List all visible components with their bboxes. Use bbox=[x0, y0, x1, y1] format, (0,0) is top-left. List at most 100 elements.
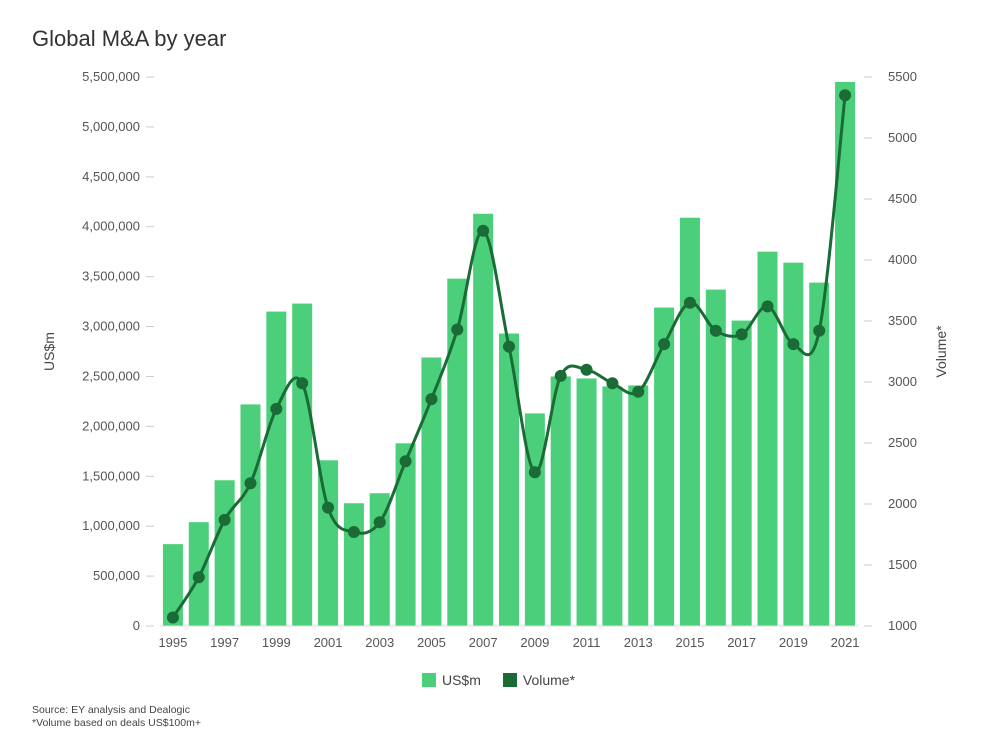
x-tick-label: 2015 bbox=[676, 635, 705, 650]
volume-point-2012 bbox=[606, 377, 619, 390]
volume-point-2017 bbox=[735, 328, 748, 341]
volume-point-2013 bbox=[632, 385, 645, 398]
y-left-tick-label: 5,500,000 bbox=[82, 69, 140, 84]
volume-point-2006 bbox=[451, 323, 464, 336]
bar-2004 bbox=[395, 443, 416, 626]
y-left-tick-label: 4,000,000 bbox=[82, 219, 140, 234]
bar-2003 bbox=[369, 493, 390, 626]
volume-point-2002 bbox=[347, 526, 360, 539]
x-tick-label: 2007 bbox=[469, 635, 498, 650]
y-left-tick-label: 4,500,000 bbox=[82, 169, 140, 184]
bar-2011 bbox=[576, 378, 597, 626]
volume-point-2020 bbox=[813, 324, 826, 337]
y-left-tick-label: 3,000,000 bbox=[82, 319, 140, 334]
bar-2009 bbox=[524, 413, 545, 626]
bar-2017 bbox=[731, 320, 752, 626]
x-tick-label: 2011 bbox=[573, 635, 601, 650]
x-tick-label: 1999 bbox=[262, 635, 291, 650]
bar-1998 bbox=[240, 404, 261, 626]
legend-swatch-usm bbox=[421, 673, 436, 687]
bar-2002 bbox=[343, 503, 364, 626]
y-right-tick-label: 1000 bbox=[888, 618, 917, 633]
bar-2001 bbox=[318, 460, 339, 626]
x-tick-label: 2019 bbox=[779, 635, 808, 650]
y-right-tick-label: 4500 bbox=[888, 191, 917, 206]
x-tick-label: 1995 bbox=[158, 635, 187, 650]
y-right-tick-label: 1500 bbox=[888, 557, 917, 572]
volume-point-2009 bbox=[528, 466, 541, 479]
y-right-tick-label: 5000 bbox=[888, 130, 917, 145]
bar-2000 bbox=[292, 303, 313, 626]
volume-point-2010 bbox=[554, 369, 567, 382]
y-right-tick-label: 4000 bbox=[888, 252, 917, 267]
legend-swatch-volume bbox=[502, 673, 517, 687]
bar-1997 bbox=[214, 480, 235, 626]
volume-point-2018 bbox=[761, 300, 774, 313]
legend: US$m Volume* bbox=[0, 672, 997, 688]
bar-2005 bbox=[421, 357, 442, 626]
bar-2016 bbox=[705, 289, 726, 626]
y-right-tick-label: 3500 bbox=[888, 313, 917, 328]
bar-2007 bbox=[473, 213, 494, 626]
volume-point-2007 bbox=[477, 224, 490, 237]
x-tick-label: 1997 bbox=[210, 635, 239, 650]
y-right-tick-label: 3000 bbox=[888, 374, 917, 389]
volume-point-2015 bbox=[683, 296, 696, 309]
x-tick-label: 2013 bbox=[624, 635, 653, 650]
x-tick-label: 2001 bbox=[314, 635, 343, 650]
legend-item-volume[interactable]: Volume* bbox=[502, 672, 576, 688]
y-left-tick-label: 0 bbox=[133, 618, 140, 633]
y-left-tick-label: 1,500,000 bbox=[82, 468, 140, 483]
source-notes: Source: EY analysis and Dealogic *Volume… bbox=[32, 704, 201, 730]
volume-point-1995 bbox=[166, 611, 179, 624]
x-tick-label: 2005 bbox=[417, 635, 446, 650]
y-right-tick-label: 2500 bbox=[888, 435, 917, 450]
y-left-tick-label: 2,000,000 bbox=[82, 418, 140, 433]
bar-2006 bbox=[447, 278, 468, 626]
bar-1995 bbox=[162, 544, 183, 626]
volume-point-2008 bbox=[503, 340, 515, 353]
volume-point-1999 bbox=[270, 402, 283, 415]
bar-2010 bbox=[550, 376, 571, 626]
chart-title: Global M&A by year bbox=[32, 26, 227, 51]
y-left-axis-title: US$m bbox=[41, 332, 57, 371]
bar-2021 bbox=[835, 81, 856, 626]
bar-2013 bbox=[628, 385, 649, 626]
volume-point-2001 bbox=[322, 501, 335, 514]
y-left-tick-label: 3,500,000 bbox=[82, 269, 140, 284]
volume-point-1998 bbox=[244, 477, 257, 490]
bar-2008 bbox=[499, 333, 519, 626]
bar-2019 bbox=[783, 262, 804, 626]
x-tick-label: 2017 bbox=[727, 635, 756, 650]
bar-2018 bbox=[757, 251, 778, 626]
volume-point-2014 bbox=[658, 338, 671, 351]
x-tick-label: 2009 bbox=[520, 635, 549, 650]
legend-item-usm[interactable]: US$m bbox=[421, 672, 481, 688]
y-left-tick-label: 5,000,000 bbox=[82, 119, 140, 134]
bar-1999 bbox=[266, 311, 287, 626]
bar-2012 bbox=[602, 386, 623, 626]
legend-label-volume: Volume* bbox=[522, 672, 576, 688]
y-right-axis-title: Volume* bbox=[933, 325, 949, 378]
volume-point-2021 bbox=[839, 89, 852, 102]
volume-point-2016 bbox=[709, 324, 722, 337]
volume-point-2019 bbox=[787, 338, 800, 351]
bar-2020 bbox=[809, 282, 830, 626]
volume-point-1997 bbox=[218, 513, 231, 526]
volume-point-1996 bbox=[192, 571, 205, 584]
y-left-tick-label: 2,500,000 bbox=[82, 368, 140, 383]
legend-label-usm: US$m bbox=[441, 672, 481, 688]
volume-point-2004 bbox=[399, 455, 412, 468]
y-left-tick-label: 1,000,000 bbox=[82, 518, 140, 533]
y-left-tick-label: 500,000 bbox=[93, 568, 140, 583]
y-right-tick-label: 5500 bbox=[888, 69, 917, 84]
volume-point-2005 bbox=[425, 393, 438, 406]
x-tick-label: 2021 bbox=[831, 635, 860, 650]
x-tick-label: 2003 bbox=[365, 635, 394, 650]
volume-point-2003 bbox=[373, 516, 386, 529]
bar-2014 bbox=[654, 307, 675, 626]
volume-point-2000 bbox=[296, 377, 309, 390]
volume-point-2011 bbox=[580, 363, 593, 376]
volume-note: *Volume based on deals US$100m+ bbox=[32, 717, 201, 729]
